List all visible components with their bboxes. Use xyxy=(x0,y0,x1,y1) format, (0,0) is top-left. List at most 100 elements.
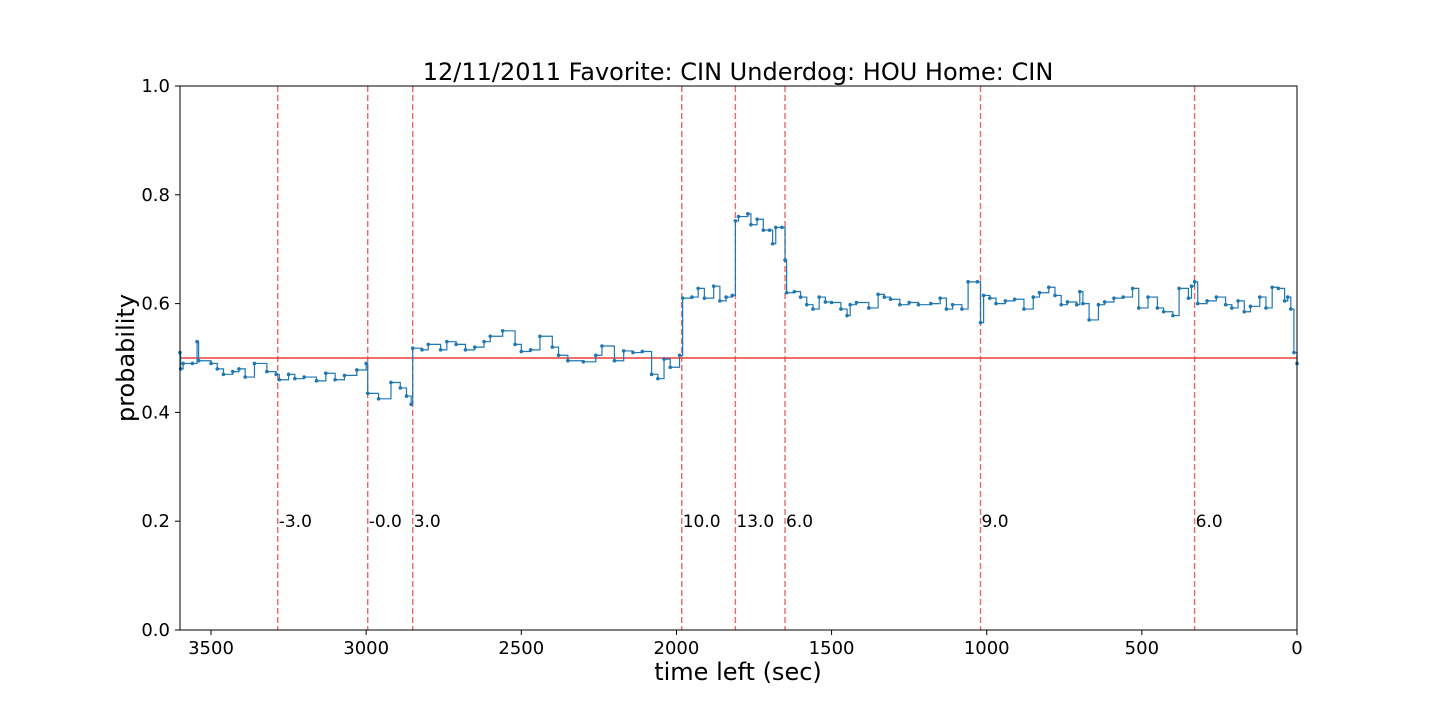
probability-point xyxy=(944,307,949,311)
probability-point xyxy=(736,214,741,219)
probability-point xyxy=(1276,286,1281,291)
probability-point xyxy=(221,372,226,377)
probability-point xyxy=(761,228,766,232)
probability-point xyxy=(798,295,803,299)
score-diff-label: -0.0 xyxy=(369,512,402,532)
probability-point xyxy=(817,295,821,299)
probability-point xyxy=(773,225,778,230)
probability-point xyxy=(975,280,980,284)
y-axis-title: probability xyxy=(112,294,140,422)
probability-point xyxy=(410,346,415,351)
score-diff-label: 6.0 xyxy=(786,512,813,532)
probability-point xyxy=(1053,293,1057,298)
probability-point xyxy=(1161,309,1166,314)
probability-point xyxy=(324,371,328,376)
probability-point xyxy=(409,402,413,407)
probability-point xyxy=(472,345,477,349)
x-axis: 3500 3000 2500 2000 1500 1000 500 0 xyxy=(188,630,1303,659)
score-diff-label: -3.0 xyxy=(279,512,312,532)
y-tick-label: 1.0 xyxy=(141,76,170,97)
y-tick-label: 0.4 xyxy=(141,402,170,423)
probability-point xyxy=(1130,286,1135,291)
probability-point xyxy=(243,375,247,379)
chart-title: 12/11/2011 Favorite: CIN Underdog: HOU H… xyxy=(423,58,1054,86)
probability-point xyxy=(612,358,617,363)
probability-point xyxy=(286,372,291,377)
probability-point xyxy=(293,376,297,381)
probability-point xyxy=(1282,299,1287,303)
probability-point xyxy=(1270,285,1274,290)
probability-point xyxy=(621,349,626,353)
probability-point xyxy=(981,293,986,298)
probability-point xyxy=(867,306,871,310)
y-axis: 0.0 0.2 0.4 0.6 0.8 1.0 xyxy=(141,76,180,641)
probability-point xyxy=(966,280,970,284)
probability-point xyxy=(767,228,772,232)
score-diff-label: 6.0 xyxy=(1196,512,1223,532)
probability-point xyxy=(277,377,282,382)
probability-point xyxy=(640,349,645,354)
probability-series-line xyxy=(180,213,1298,405)
probability-point xyxy=(839,307,843,311)
probability-point xyxy=(848,302,852,307)
x-tick-label: 500 xyxy=(1125,638,1159,659)
probability-point xyxy=(1031,295,1036,299)
y-tick-label: 0.6 xyxy=(141,294,170,315)
x-tick-label: 1500 xyxy=(809,638,855,659)
probability-point xyxy=(1288,307,1293,311)
probability-point xyxy=(1022,307,1026,311)
probability-point xyxy=(876,292,880,297)
probability-point xyxy=(190,361,195,366)
score-diff-label: 9.0 xyxy=(982,512,1009,532)
probability-point xyxy=(662,357,666,361)
probability-point xyxy=(209,361,213,366)
probability-point xyxy=(916,302,921,307)
probability-point xyxy=(1177,286,1181,291)
probability-point xyxy=(538,334,542,339)
x-tick-label: 3500 xyxy=(188,638,234,659)
probability-point xyxy=(845,313,849,318)
probability-point xyxy=(342,373,347,378)
probability-point xyxy=(792,289,797,294)
probability-point xyxy=(770,241,775,246)
x-tick-label: 2500 xyxy=(498,638,544,659)
probability-point xyxy=(445,339,449,344)
score-diff-label: 3.0 xyxy=(414,512,441,532)
probability-point xyxy=(1065,300,1070,304)
probability-point xyxy=(804,302,809,307)
probability-point xyxy=(364,361,368,366)
y-tick-label: 0.2 xyxy=(141,511,170,532)
probability-point xyxy=(195,339,199,344)
probability-point xyxy=(333,377,337,382)
probability-point xyxy=(994,301,998,306)
probability-point xyxy=(488,334,493,339)
probability-point xyxy=(178,367,183,371)
probability-point xyxy=(1081,301,1085,306)
probability-point xyxy=(1242,309,1247,314)
y-tick-label: 0.0 xyxy=(141,620,170,641)
probability-point xyxy=(365,391,370,396)
probability-point xyxy=(702,296,707,300)
probability-point xyxy=(1112,296,1116,300)
probability-point xyxy=(696,286,700,291)
plot-area: -3.0 -0.0 3.0 10.0 13.0 6.0 9.0 6.0 xyxy=(178,86,1299,630)
probability-point xyxy=(1096,302,1101,307)
probability-point xyxy=(938,296,942,300)
probability-point xyxy=(1037,290,1042,295)
probability-point xyxy=(420,348,424,352)
probability-point xyxy=(1205,299,1209,303)
probability-point xyxy=(1012,297,1017,302)
probability-point xyxy=(718,299,722,303)
probability-point xyxy=(181,361,185,366)
probability-point xyxy=(1248,304,1253,309)
probability-point xyxy=(1292,350,1296,355)
probability-point xyxy=(454,342,458,347)
probability-point xyxy=(1195,301,1200,306)
probability-point xyxy=(550,345,555,349)
probability-point xyxy=(854,300,859,305)
probability-point xyxy=(1264,306,1268,310)
probability-point xyxy=(1214,295,1219,299)
probability-point xyxy=(1102,300,1107,304)
probability-point xyxy=(600,344,604,348)
